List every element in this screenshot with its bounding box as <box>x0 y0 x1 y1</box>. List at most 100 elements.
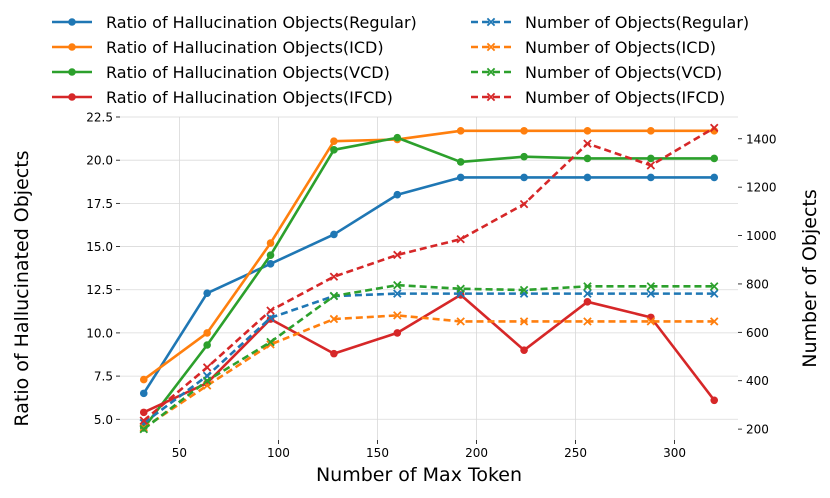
legend-marker <box>486 17 496 27</box>
left-y-tick-label: 15.0 <box>86 240 113 254</box>
series-5 <box>139 311 719 433</box>
x-axis-title: Number of Max Token <box>316 464 522 486</box>
data-point <box>710 154 719 163</box>
right-y-axis-title: Number of Objects <box>799 189 821 368</box>
data-point <box>139 416 149 425</box>
series-line <box>142 126 715 422</box>
left-y-tick-label: 22.5 <box>86 111 113 125</box>
data-point <box>646 317 656 326</box>
series-line <box>142 292 715 425</box>
data-point <box>519 199 529 209</box>
left-y-tick-label: 7.5 <box>94 370 113 384</box>
data-point <box>266 306 275 315</box>
data-point <box>330 230 338 239</box>
x-tick-label: 250 <box>564 446 587 460</box>
series-line <box>143 293 716 414</box>
data-point <box>520 173 528 182</box>
data-point <box>709 282 719 291</box>
left-y-tick-label: 17.5 <box>86 197 113 211</box>
data-point <box>710 396 719 405</box>
data-point <box>519 285 529 295</box>
data-point <box>266 337 275 347</box>
legend-marker <box>68 68 76 76</box>
legend-marker <box>486 42 496 52</box>
data-point <box>456 317 465 326</box>
data-point <box>456 173 465 182</box>
data-point <box>456 127 465 135</box>
legend-marker <box>68 93 76 101</box>
right-y-tick-label: 800 <box>746 277 769 291</box>
series-layer <box>139 123 719 434</box>
legend-marker <box>486 92 496 102</box>
data-point <box>583 298 592 306</box>
legend-entry: Number of Objects(IFCD) <box>471 88 725 107</box>
series-line <box>143 314 715 429</box>
series-6 <box>139 280 719 434</box>
data-point <box>646 161 656 170</box>
left-y-tick-label: 20.0 <box>86 154 113 168</box>
legend: Ratio of Hallucination Objects(Regular) R… <box>52 13 749 107</box>
legend-entry: Ratio of Hallucination Objects(ICD) <box>52 38 384 57</box>
data-point <box>709 123 719 133</box>
data-point <box>393 329 402 337</box>
series-0 <box>139 173 719 398</box>
right-y-tick-label: 1000 <box>746 229 777 243</box>
data-point <box>266 251 275 259</box>
series-line <box>142 129 715 381</box>
data-point <box>583 282 592 291</box>
legend-label: Number of Objects(VCD) <box>525 63 722 82</box>
data-point <box>139 408 148 417</box>
x-tick-label: 50 <box>172 446 187 460</box>
data-point <box>329 272 339 281</box>
data-point <box>647 127 655 135</box>
legend-entry: Number of Objects(ICD) <box>471 38 716 57</box>
data-point <box>456 158 465 166</box>
data-point <box>202 363 212 372</box>
legend-entry: Number of Objects(VCD) <box>471 63 722 82</box>
right-y-tick-label: 1400 <box>746 132 777 146</box>
right-y-tick-label: 600 <box>746 326 769 340</box>
data-point <box>329 291 339 301</box>
data-point <box>583 139 592 148</box>
data-point <box>139 389 148 398</box>
x-tick-label: 200 <box>465 446 488 460</box>
data-point <box>646 289 656 298</box>
data-point <box>647 173 655 182</box>
left-y-tick-label: 10.0 <box>86 326 113 340</box>
data-point <box>393 289 402 298</box>
data-point <box>520 152 528 161</box>
series-line <box>142 283 715 431</box>
data-point <box>393 280 402 290</box>
data-point <box>520 127 528 135</box>
data-point <box>266 260 275 268</box>
data-point <box>583 173 592 182</box>
series-line <box>142 136 715 429</box>
legend-entry: Ratio of Hallucination Objects(Regular) <box>52 13 417 32</box>
data-point <box>202 376 212 385</box>
data-point <box>583 317 592 326</box>
data-point <box>456 234 465 244</box>
right-y-tick-label: 200 <box>746 423 769 437</box>
data-point <box>520 346 528 354</box>
legend-entry: Ratio of Hallucination Objects(IFCD) <box>52 88 393 107</box>
data-point <box>583 154 592 163</box>
x-tick-label: 150 <box>366 446 389 460</box>
right-y-tick-label: 1200 <box>746 181 777 195</box>
data-point <box>139 375 148 384</box>
data-point <box>709 317 719 326</box>
data-point <box>393 250 402 260</box>
series-1 <box>139 127 719 384</box>
data-point <box>519 317 529 326</box>
data-point <box>330 137 338 145</box>
data-point <box>646 282 656 291</box>
data-point <box>139 424 149 434</box>
grid <box>120 116 738 440</box>
data-point <box>266 313 275 323</box>
data-point <box>203 289 211 297</box>
data-point <box>203 329 211 337</box>
series-2 <box>139 133 719 432</box>
legend-label: Ratio of Hallucination Objects(IFCD) <box>106 88 393 107</box>
data-point <box>647 154 655 163</box>
data-point <box>456 284 465 294</box>
